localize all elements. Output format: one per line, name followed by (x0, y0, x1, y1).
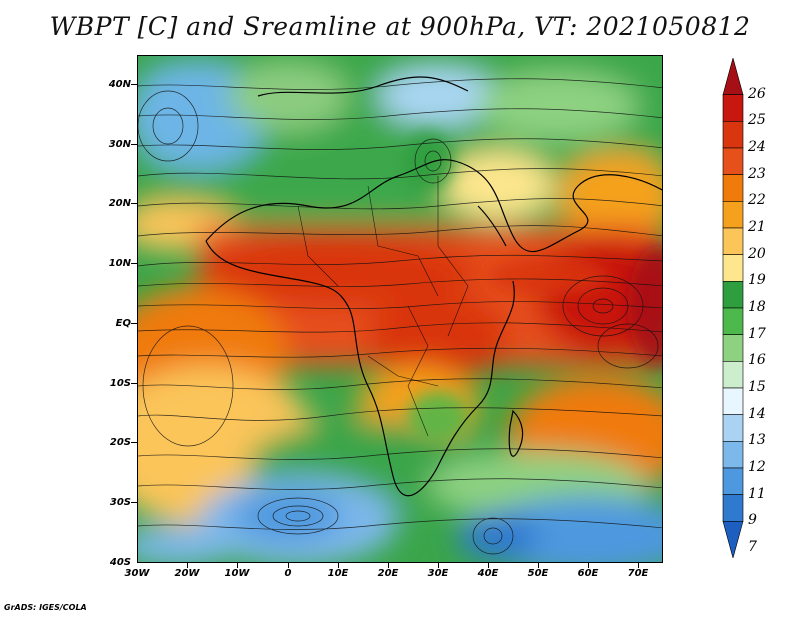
lat-label-40n: 40N (108, 79, 131, 90)
lat-label-40s: 40S (109, 557, 131, 568)
lat-label-10s: 10S (109, 378, 131, 389)
colorbar-swatch (722, 58, 744, 95)
colorbar-swatch (722, 307, 744, 335)
colorbar-swatch (722, 174, 744, 202)
lon-tick (638, 563, 639, 568)
lon-tick (187, 563, 188, 568)
colorbar-swatch (722, 121, 744, 149)
colorbar-label: 26 (748, 85, 766, 102)
chart-title: WBPT [C] and Sreamline at 900hPa, VT: 20… (49, 12, 751, 41)
colorbar-swatch (722, 227, 744, 255)
lon-label-20w: 20W (174, 568, 200, 579)
credit-text: GrADS: IGES/COLA (4, 603, 87, 612)
colorbar-swatch (722, 281, 744, 309)
lat-tick (131, 203, 137, 204)
lat-label-eq: EQ (115, 318, 131, 329)
lon-tick (538, 563, 539, 568)
lon-label-10e: 10E (327, 568, 349, 579)
lat-tick (131, 263, 137, 264)
colorbar-swatch (722, 441, 744, 469)
colorbar-swatch (722, 94, 744, 122)
colorbar-label: 18 (748, 299, 766, 315)
lat-tick (131, 383, 137, 384)
lon-label-20e: 20E (377, 568, 399, 579)
lon-label-10w: 10W (224, 568, 250, 579)
lon-tick (438, 563, 439, 568)
colorbar-label: 15 (748, 379, 766, 395)
lat-tick (131, 84, 137, 85)
lat-label-30n: 30N (108, 139, 131, 150)
lon-label-60e: 60E (577, 568, 599, 579)
lat-tick (131, 442, 137, 443)
colorbar-swatch (722, 521, 744, 558)
colorbar-label: 13 (748, 432, 766, 449)
colorbar-label: 12 (748, 459, 766, 475)
lon-label-0: 0 (284, 568, 292, 579)
colorbar-swatch (722, 494, 744, 522)
colorbar-label: 14 (748, 405, 766, 422)
colorbar-swatch (722, 147, 744, 175)
colorbar-label: 24 (748, 139, 766, 155)
lat-tick (131, 502, 137, 503)
lat-label-20n: 20N (108, 198, 131, 209)
lon-tick (237, 563, 238, 568)
lon-label-70e: 70E (627, 568, 649, 579)
lon-label-30w: 30W (124, 568, 150, 579)
lon-tick (338, 563, 339, 568)
colorbar-swatch (722, 361, 744, 389)
colorbar-swatch (722, 414, 744, 442)
lon-tick (288, 563, 289, 568)
colorbar-swatch (722, 334, 744, 362)
colorbar-swatch (722, 467, 744, 495)
colorbar-label: 20 (748, 245, 766, 262)
colorbar-label: 23 (748, 165, 766, 182)
lon-label-30e: 30E (427, 568, 449, 579)
lat-tick (131, 323, 137, 324)
colorbar-label: 9 (748, 512, 757, 529)
colorbar-label: 21 (748, 219, 766, 235)
colorbar-label: 19 (748, 272, 766, 289)
lon-label-50e: 50E (527, 568, 549, 579)
lon-tick (588, 563, 589, 568)
colorbar (722, 58, 744, 558)
lat-label-10n: 10N (108, 258, 131, 269)
lon-label-40e: 40E (477, 568, 499, 579)
lat-label-20s: 20S (109, 437, 131, 448)
colorbar-label: 17 (748, 325, 766, 342)
colorbar-label: 22 (748, 192, 766, 209)
colorbar-label: 16 (748, 352, 766, 369)
lon-tick (388, 563, 389, 568)
colorbar-swatch (722, 201, 744, 229)
colorbar-label: 7 (748, 539, 757, 555)
map-panel (137, 55, 663, 563)
lat-tick (131, 144, 137, 145)
lat-label-30s: 30S (109, 497, 131, 508)
lon-tick (488, 563, 489, 568)
colorbar-swatch (722, 387, 744, 415)
colorbar-swatch (722, 254, 744, 282)
colorbar-label: 11 (748, 485, 766, 502)
colorbar-label: 25 (748, 112, 766, 129)
